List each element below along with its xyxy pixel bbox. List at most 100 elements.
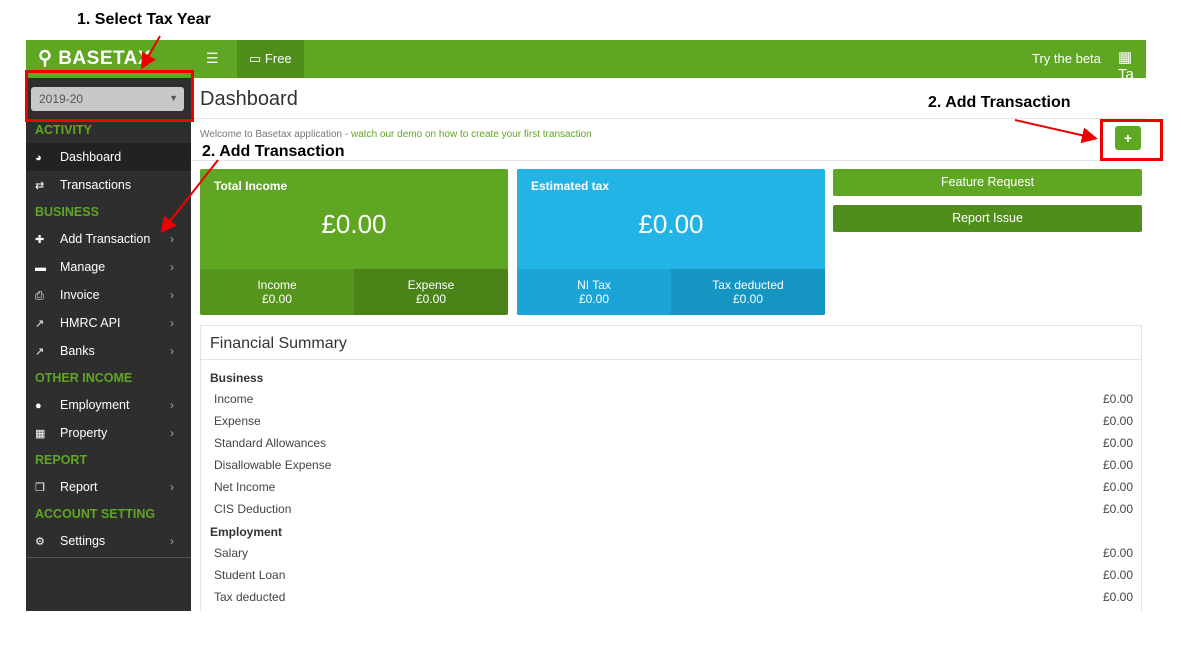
page-title: Dashboard: [200, 88, 298, 110]
chevron-right-icon: ›: [170, 316, 174, 330]
gear-icon: ⚙: [35, 536, 45, 548]
card-estimated-tax: Estimated tax £0.00 NI Tax £0.00 Tax deduc…: [517, 169, 825, 315]
sidebar-item-label: Invoice: [60, 288, 100, 302]
try-beta-link[interactable]: Try the beta: [1032, 51, 1101, 66]
tax-year-select[interactable]: 2019-20 ▼: [31, 87, 184, 111]
welcome-label: Welcome to Basetax application -: [200, 129, 352, 140]
sidebar-item-label: Dashboard: [60, 150, 122, 164]
sidebar-item-label: HMRC API: [60, 316, 121, 330]
sidebar-item-banks[interactable]: ↗ Banks ›: [26, 337, 191, 365]
app-window: ⚲ BASETAX ☰ ▭ Free Try the beta ▦ Ta 201…: [26, 40, 1146, 611]
summary-row: Disallowable Expense £0.00: [201, 454, 1141, 476]
external-link-icon: ↗: [35, 318, 45, 330]
card-sub-ni-tax: NI Tax £0.00: [517, 269, 671, 315]
sidebar-item-settings[interactable]: ⚙ Settings ›: [26, 527, 191, 555]
row-value: £0.00: [1102, 414, 1133, 428]
group-property: Property: [201, 608, 1141, 611]
tax-year-value: 2019-20: [39, 92, 84, 106]
sidebar: 2019-20 ▼ ACTIVITY ◕ Dashboard ⇄ Transactions…: [26, 78, 191, 611]
sub-label: NI Tax: [577, 278, 611, 292]
card-total-income: Total Income £0.00 Income £0.00 Expense £0.…: [200, 169, 508, 315]
summary-row: Tax deducted £0.00: [201, 586, 1141, 608]
report-issue-button[interactable]: Report Issue: [833, 205, 1142, 232]
sidebar-item-manage[interactable]: ▬ Manage ›: [26, 253, 191, 281]
plan-free-button[interactable]: ▭ Free: [237, 40, 304, 78]
row-value: £0.00: [1102, 502, 1133, 516]
copy-icon: ❐: [35, 482, 45, 494]
sidebar-item-label: Employment: [60, 398, 130, 412]
summary-row: Salary £0.00: [201, 542, 1141, 564]
calculator-button[interactable]: ▦ Ta: [1118, 48, 1146, 83]
sidebar-item-employment[interactable]: ● Employment ›: [26, 391, 191, 419]
annotation-select-year: 1. Select Tax Year: [77, 11, 211, 28]
sidebar-item-label: Property: [60, 426, 108, 440]
annotation-box-add-button: [1100, 119, 1163, 161]
sub-value: £0.00: [261, 292, 293, 306]
sidebar-item-report[interactable]: ❐ Report ›: [26, 473, 191, 501]
caret-down-icon: ▼: [169, 93, 178, 103]
group-employment: Employment: [210, 525, 283, 539]
chevron-right-icon: ›: [170, 398, 174, 412]
sidebar-item-label: Banks: [60, 344, 95, 358]
row-label: Salary: [214, 546, 249, 560]
chevron-right-icon: ›: [170, 426, 174, 440]
sub-value: £0.00: [415, 292, 447, 306]
row-value: £0.00: [1102, 590, 1133, 604]
card-sub-tax-deducted: Tax deducted £0.00: [671, 269, 825, 315]
sidebar-item-property[interactable]: ▦ Property ›: [26, 419, 191, 447]
sidebar-item-transactions[interactable]: ⇄ Transactions: [26, 171, 191, 199]
row-label: Net Income: [214, 480, 276, 494]
sidebar-item-add-transaction[interactable]: ✚ Add Transaction ›: [26, 225, 191, 253]
sidebar-section-other-income: OTHER INCOME: [35, 371, 133, 385]
financial-summary-panel: Financial Summary Business Income £0.00 Exp…: [200, 325, 1142, 611]
user-icon: ●: [35, 400, 42, 412]
add-transaction-button[interactable]: +: [1115, 126, 1141, 150]
credit-card-icon: ▭: [249, 51, 262, 66]
briefcase-icon: ▬: [35, 262, 46, 274]
logo[interactable]: ⚲ BASETAX: [38, 47, 151, 70]
sidebar-divider: [26, 557, 191, 558]
exchange-icon: ⇄: [35, 180, 45, 192]
panel-title: Financial Summary: [201, 326, 1141, 360]
summary-row: Net Income £0.00: [201, 476, 1141, 498]
summary-row: Standard Allowances £0.00: [201, 432, 1141, 454]
annotation-box-tax-year: [25, 70, 194, 122]
summary-row: Income £0.00: [201, 388, 1141, 410]
demo-link[interactable]: watch our demo on how to create your fir…: [351, 129, 592, 140]
chevron-right-icon: ›: [170, 344, 174, 358]
card-value: £0.00: [321, 209, 387, 239]
map-pin-icon: ⚲: [38, 48, 53, 69]
menu-toggle-icon[interactable]: ☰: [206, 50, 219, 66]
sidebar-section-report: REPORT: [35, 453, 88, 467]
sidebar-item-label: Report: [60, 480, 98, 494]
chevron-right-icon: ›: [170, 288, 174, 302]
annotation-add-transaction-side: 2. Add Transaction: [202, 143, 345, 160]
chevron-right-icon: ›: [170, 534, 174, 548]
card-title: Estimated tax: [531, 179, 610, 193]
sub-label: Income: [257, 278, 297, 292]
dashboard-icon: ◕: [35, 152, 42, 164]
row-value: £0.00: [1102, 480, 1133, 494]
feature-request-button[interactable]: Feature Request: [833, 169, 1142, 196]
summary-row: Student Loan £0.00: [201, 564, 1141, 586]
print-icon: ⎙: [35, 290, 44, 302]
sidebar-item-hmrc-api[interactable]: ↗ HMRC API ›: [26, 309, 191, 337]
sidebar-item-invoice[interactable]: ⎙ Invoice ›: [26, 281, 191, 309]
summary-row: Expense £0.00: [201, 410, 1141, 432]
card-value: £0.00: [638, 209, 704, 239]
logo-text: BASETAX: [58, 48, 152, 69]
row-label: Tax deducted: [214, 590, 286, 604]
row-label: Student Loan: [214, 568, 286, 582]
chevron-right-icon: ›: [170, 232, 174, 246]
sidebar-item-dashboard[interactable]: ◕ Dashboard: [26, 143, 191, 171]
calculator-label: Ta: [1118, 66, 1134, 83]
card-title: Total Income: [214, 179, 288, 193]
group-business: Business: [210, 371, 264, 385]
sidebar-item-label: Transactions: [60, 178, 132, 192]
row-value: £0.00: [1102, 436, 1133, 450]
sidebar-item-label: Manage: [60, 260, 106, 274]
sub-value: £0.00: [732, 292, 764, 306]
sidebar-section-activity: ACTIVITY: [35, 123, 92, 137]
sub-value: £0.00: [578, 292, 610, 306]
sidebar-item-label: Add Transaction: [60, 232, 151, 246]
